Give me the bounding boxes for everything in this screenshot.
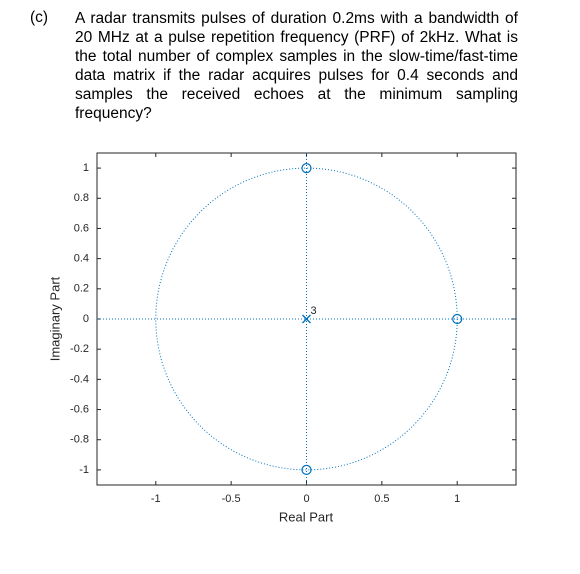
y-tick-label: 0 xyxy=(83,313,89,325)
x-axis-label: Real Part xyxy=(279,509,334,524)
zero-marker xyxy=(452,313,463,325)
x-tick-label: 1 xyxy=(454,493,460,505)
x-tick-label: 0.5 xyxy=(374,493,389,505)
y-tick-label: -0.6 xyxy=(70,403,89,415)
y-tick-label: 0.6 xyxy=(74,222,89,234)
question-label: (c) xyxy=(30,9,49,26)
zero-marker xyxy=(301,162,312,174)
question-text: A radar transmits pulses of duration 0.2… xyxy=(75,10,518,122)
y-tick-label: 0.8 xyxy=(74,192,89,204)
pole-multiplicity: 3 xyxy=(311,305,317,317)
y-axis-label: Imaginary Part xyxy=(47,276,62,361)
y-tick-label: -0.2 xyxy=(70,343,89,355)
y-tick-label: 0.2 xyxy=(74,283,89,295)
zero-marker xyxy=(301,464,312,476)
y-tick-label: 0.4 xyxy=(74,253,89,265)
pole-marker xyxy=(302,314,311,324)
x-tick-label: -1 xyxy=(151,493,161,505)
y-tick-label: -1 xyxy=(79,464,89,476)
y-tick-label: -0.8 xyxy=(70,434,89,446)
x-tick-label: -0.5 xyxy=(222,493,241,505)
y-tick-label: 1 xyxy=(83,162,89,174)
x-tick-label: 0 xyxy=(303,493,309,505)
y-tick-label: -0.4 xyxy=(70,373,89,385)
